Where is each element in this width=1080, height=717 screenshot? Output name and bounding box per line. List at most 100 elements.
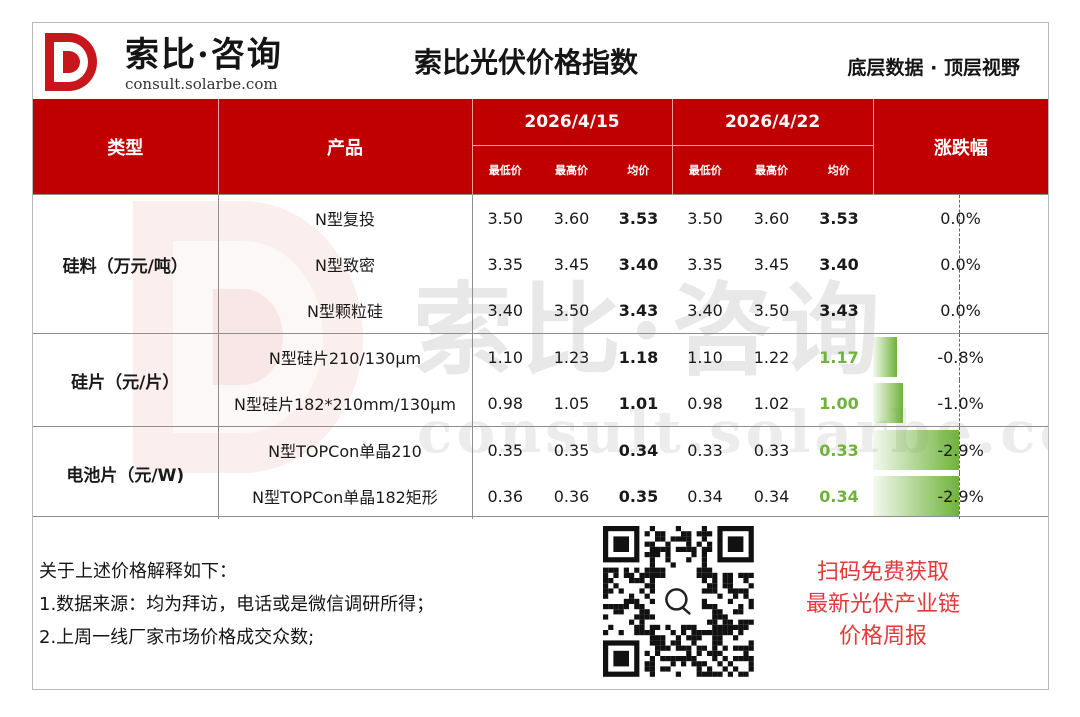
- price-cell: 3.45: [753, 254, 790, 274]
- avg-price-cell: 1.01: [618, 393, 659, 413]
- notes-line: 2.上周一线厂家市场价格成交众数;: [39, 627, 315, 648]
- price-cell: 3.50: [672, 194, 739, 241]
- product-cell: N型硅片182*210mm/130μm: [218, 380, 473, 427]
- avg-price-cell: 3.43: [819, 300, 859, 320]
- price-cell: 3.50: [472, 194, 538, 241]
- product-cell: N型硅片210/130μm: [218, 333, 473, 380]
- price-cell: 0.36: [553, 486, 590, 506]
- price-cell: 3.50: [553, 300, 590, 320]
- price-cell: 0.36: [487, 486, 524, 506]
- subheader-avg: 均价: [605, 145, 673, 195]
- change-value: -1.0%: [937, 393, 984, 413]
- avg-price-cell: 3.43: [618, 300, 659, 320]
- change-axis: [959, 334, 961, 380]
- avg-price-cell: 3.40: [819, 254, 859, 274]
- promo-line: 价格周报: [838, 624, 927, 649]
- avg-price-cell: 3.53: [605, 194, 673, 241]
- table-row: 硅料（万元/吨） N型复投 3.50 3.60 3.53 3.50 3.60 3…: [33, 194, 1048, 334]
- change-axis: [959, 473, 961, 519]
- solarbe-logo-icon: [41, 29, 101, 95]
- promo-line: 扫码免费获取: [816, 560, 949, 585]
- product-cell: N型复投: [218, 194, 473, 241]
- price-cell: 0.34: [687, 486, 723, 506]
- change-axis: [959, 241, 961, 287]
- price-cell: 3.50: [753, 300, 790, 320]
- change-cell: 0.0%: [873, 287, 1048, 334]
- price-cell: 0.98: [687, 393, 723, 413]
- product-cell: N型TOPCon单晶182矩形: [218, 473, 473, 519]
- qr-code-icon[interactable]: [601, 523, 755, 679]
- change-value: -2.9%: [937, 440, 984, 460]
- avg-price-cell: 0.35: [618, 486, 659, 506]
- header-date-1: 2026/4/15: [471, 99, 673, 146]
- avg-price-cell: 3.40: [618, 254, 659, 274]
- change-value: -2.9%: [937, 486, 984, 506]
- avg-price-cell: 1.00: [819, 393, 859, 413]
- table-row: N型硅片182*210mm/130μm 0.98 1.05 1.01 0.98 …: [33, 380, 1048, 427]
- product-cell: N型颗粒硅: [218, 287, 473, 334]
- change-value: -0.8%: [937, 347, 984, 367]
- price-cell: 3.60: [538, 194, 605, 241]
- subheader-low: 最低价: [671, 145, 739, 195]
- price-cell: 3.35: [687, 254, 723, 274]
- price-cell: 3.35: [487, 254, 524, 274]
- change-axis: [959, 195, 961, 241]
- product-cell: N型TOPCon单晶210: [218, 426, 473, 473]
- price-cell: 3.45: [553, 254, 590, 274]
- change-axis: [959, 427, 961, 473]
- header-product: 产品: [217, 99, 472, 195]
- avg-price-cell: 1.18: [605, 333, 673, 380]
- change-cell: 0.0%: [873, 241, 1048, 287]
- change-cell: -2.9%: [873, 426, 1048, 473]
- promo-line: 最新光伏产业链: [805, 592, 960, 617]
- avg-price-cell: 3.53: [805, 194, 874, 241]
- table-row: 硅片（元/片） N型硅片210/130μm 1.10 1.23 1.18 1.1…: [33, 333, 1048, 427]
- notes: 关于上述价格解释如下： 1.数据来源：均为拜访，电话或是微信调研所得； 2.上周…: [39, 555, 434, 654]
- price-cell: 0.34: [753, 486, 790, 506]
- slogan: 底层数据 · 顶层视野: [847, 57, 1020, 79]
- page-title: 索比光伏价格指数: [414, 46, 639, 79]
- price-cell: 1.10: [472, 333, 538, 380]
- price-cell: 0.33: [738, 426, 806, 473]
- notes-line: 1.数据来源：均为拜访，电话或是微信调研所得；: [39, 594, 435, 615]
- avg-price-cell: 0.34: [605, 426, 673, 473]
- category-cell: 电池片（元/W): [33, 426, 219, 519]
- change-cell: -2.9%: [873, 473, 1048, 519]
- price-cell: 3.40: [687, 300, 723, 320]
- brand-name: 索比·咨询: [125, 35, 283, 75]
- avg-price-cell: 1.17: [805, 333, 874, 380]
- category-cell: 硅片（元/片）: [33, 333, 219, 427]
- change-value: 0.0%: [940, 300, 981, 320]
- price-cell: 3.60: [738, 194, 806, 241]
- price-cell: 1.02: [753, 393, 790, 413]
- price-cell: 1.23: [538, 333, 605, 380]
- header-date-2: 2026/4/22: [671, 99, 874, 146]
- price-cell: 1.22: [738, 333, 806, 380]
- price-index-card: 索比·咨询 consult.solarbe.com 索比光伏价格指数 底层数据 …: [32, 22, 1049, 690]
- price-cell: 0.35: [472, 426, 538, 473]
- header-type: 类型: [33, 99, 218, 195]
- price-cell: 1.05: [553, 393, 590, 413]
- change-value: 0.0%: [940, 254, 981, 274]
- price-cell: 0.35: [538, 426, 605, 473]
- avg-price-cell: 0.34: [819, 486, 859, 506]
- table-row: N型TOPCon单晶182矩形 0.36 0.36 0.35 0.34 0.34…: [33, 473, 1048, 519]
- price-cell: 1.10: [672, 333, 739, 380]
- promo-text: 扫码免费获取 最新光伏产业链 价格周报: [768, 557, 998, 653]
- category-cell: 硅料（万元/吨）: [33, 194, 219, 334]
- change-bar: [873, 383, 904, 423]
- footer: 关于上述价格解释如下： 1.数据来源：均为拜访，电话或是微信调研所得； 2.上周…: [33, 516, 1048, 689]
- brand-url: consult.solarbe.com: [125, 75, 278, 93]
- change-cell: -1.0%: [873, 380, 1048, 427]
- price-cell: 3.40: [487, 300, 524, 320]
- change-value: 0.0%: [940, 208, 981, 228]
- change-bar: [873, 430, 960, 470]
- table-row: 电池片（元/W) N型TOPCon单晶210 0.35 0.35 0.34 0.…: [33, 426, 1048, 519]
- price-cell: 0.33: [672, 426, 739, 473]
- subheader-high: 最高价: [538, 145, 605, 195]
- change-bar: [873, 337, 898, 377]
- change-bar: [873, 476, 960, 516]
- change-cell: 0.0%: [873, 194, 1048, 241]
- price-cell: 0.98: [487, 393, 524, 413]
- change-cell: -0.8%: [873, 333, 1048, 380]
